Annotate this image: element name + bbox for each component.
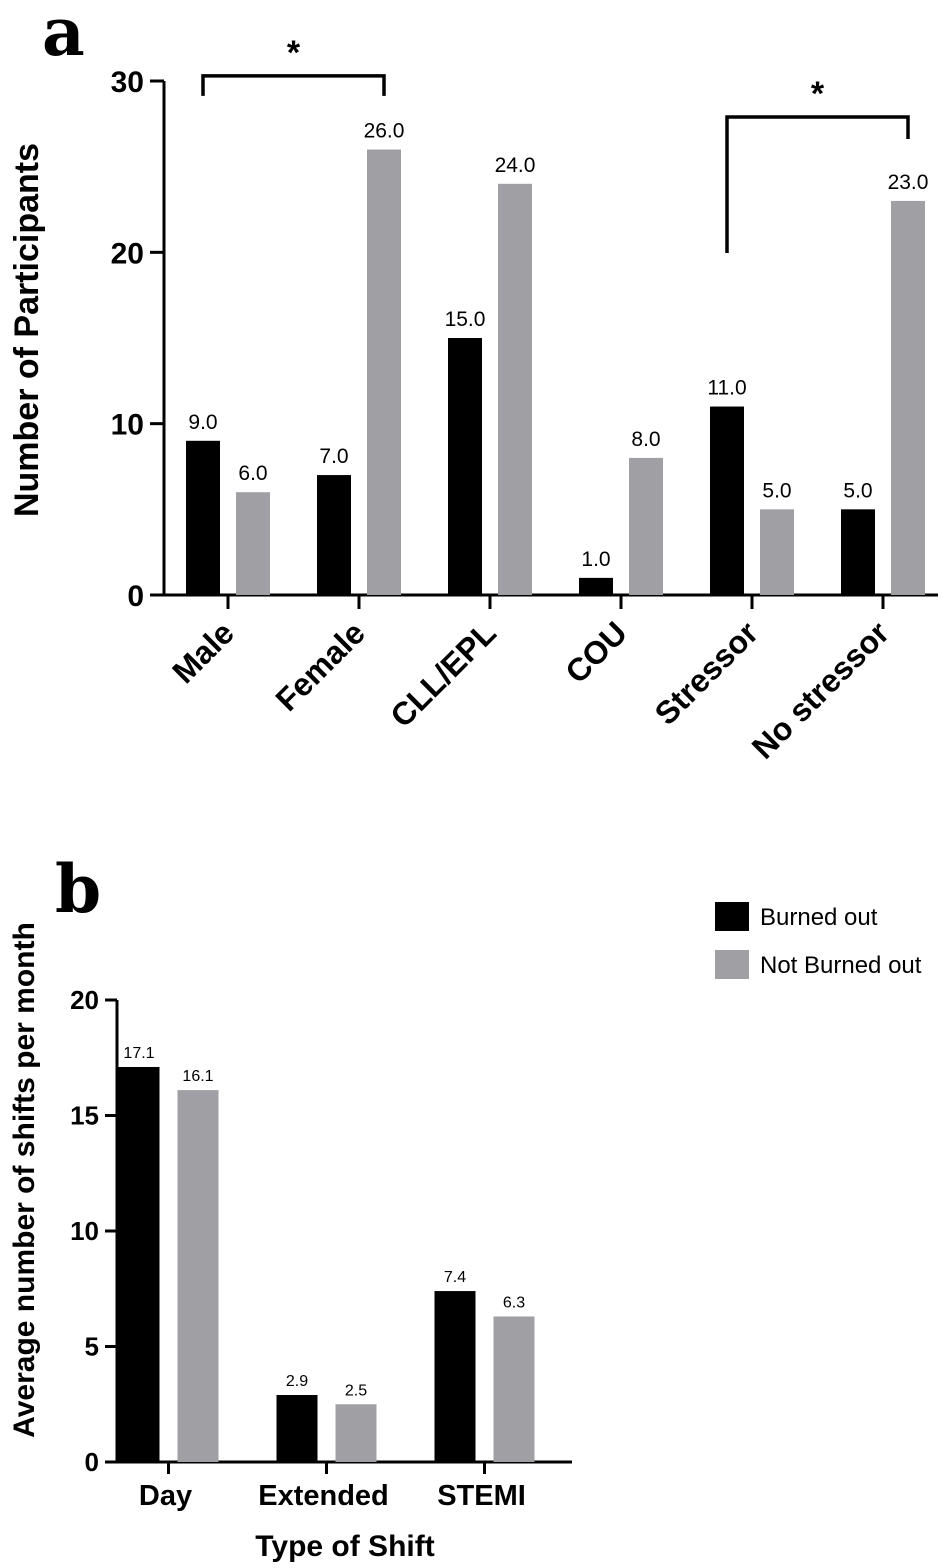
panel-b-data-label: 2.5 bbox=[345, 1382, 367, 1399]
panel-a-data-label: 5.0 bbox=[843, 479, 872, 502]
panel-b-data-label: 17.1 bbox=[123, 1045, 154, 1062]
panel-a-bar bbox=[367, 149, 401, 596]
panel-a-y-tick-label: 30 bbox=[111, 66, 144, 99]
panel-a-data-label: 15.0 bbox=[445, 308, 486, 331]
panel-b-legend-swatch bbox=[715, 950, 749, 979]
panel-a-chart: a Number of Participants 0 10 20 30 9.0 6.0 7… bbox=[8, 0, 938, 766]
panel-b-category-label: STEMI bbox=[437, 1480, 526, 1512]
panel-b-y-tick-label: 15 bbox=[70, 1101, 99, 1131]
panel-b-bar bbox=[493, 1316, 535, 1462]
panel-b-bar bbox=[177, 1090, 219, 1462]
panel-b-legend: Burned out Not Burned out bbox=[715, 902, 922, 979]
panel-a-letter: a bbox=[42, 0, 85, 71]
panel-b-bar bbox=[335, 1404, 377, 1462]
panel-a-data-label: 6.0 bbox=[238, 462, 267, 485]
panel-b-bar bbox=[434, 1291, 476, 1462]
panel-b-x-axis-title: Type of Shift bbox=[255, 1530, 434, 1563]
panel-a-bar bbox=[841, 509, 875, 595]
panel-a-category-label: Female bbox=[269, 614, 372, 717]
panel-b-chart: b Average number of shifts per month Typ… bbox=[8, 850, 922, 1563]
panel-a-category-label: CLL/EPL bbox=[383, 614, 503, 734]
panel-b-y-tick-label: 20 bbox=[70, 985, 99, 1015]
panel-a-data-label: 11.0 bbox=[707, 377, 746, 400]
panel-a-bar bbox=[710, 406, 744, 595]
panel-a-bar bbox=[448, 338, 482, 595]
panel-a-bar bbox=[760, 509, 794, 595]
panel-a-bar bbox=[236, 492, 270, 595]
panel-b-data-label: 7.4 bbox=[444, 1269, 466, 1286]
panel-a-category-label: No stressor bbox=[745, 614, 896, 765]
panel-a-data-label: 23.0 bbox=[888, 171, 929, 194]
panel-b-category-label: Extended bbox=[258, 1480, 389, 1512]
panel-b-category-label: Day bbox=[139, 1480, 192, 1512]
panel-b-legend-swatch bbox=[715, 902, 749, 931]
panel-a-bar bbox=[579, 577, 613, 595]
panel-b-y-tick-label: 0 bbox=[85, 1447, 99, 1477]
panel-b-data-label: 2.9 bbox=[286, 1373, 308, 1390]
panel-b-letter: b bbox=[55, 850, 101, 928]
panel-b-bar bbox=[118, 1066, 160, 1462]
panel-b-y-axis-title: Average number of shifts per month bbox=[8, 922, 41, 1438]
panel-a-data-label: 5.0 bbox=[762, 479, 791, 502]
panel-a-y-tick-label: 20 bbox=[111, 237, 144, 270]
panel-a-y-tick-label: 0 bbox=[127, 580, 144, 613]
panel-a-y-tick-label: 10 bbox=[111, 409, 144, 442]
panel-b-data-label: 6.3 bbox=[503, 1294, 525, 1311]
panel-a-category-label: Stressor bbox=[648, 614, 765, 731]
panel-b-y-tick-label: 10 bbox=[70, 1216, 99, 1246]
panel-a-significance-star: * bbox=[287, 34, 301, 72]
panel-b-data-label: 16.1 bbox=[182, 1068, 213, 1085]
panel-a-data-label: 8.0 bbox=[631, 428, 660, 451]
panel-a-data-label: 9.0 bbox=[188, 411, 217, 434]
panel-a-y-axis-title: Number of Participants bbox=[8, 143, 46, 517]
panel-a-data-label: 7.0 bbox=[319, 445, 348, 468]
panel-b-bar bbox=[276, 1395, 318, 1462]
panel-a-significance-bracket bbox=[725, 115, 910, 253]
panel-a-significance-bracket bbox=[201, 74, 386, 96]
panel-a-significance-star: * bbox=[811, 75, 825, 113]
panel-a-category-label: Male bbox=[165, 614, 241, 690]
panel-a-data-label: 24.0 bbox=[495, 154, 536, 177]
panel-a-bar bbox=[498, 183, 532, 596]
panel-a-category-label: COU bbox=[558, 614, 634, 690]
panel-a-bar bbox=[891, 200, 925, 595]
panel-b-legend-label: Burned out bbox=[760, 904, 878, 931]
panel-b-y-tick-label: 5 bbox=[85, 1332, 99, 1362]
panel-a-data-label: 1.0 bbox=[581, 548, 610, 571]
panel-a-bar bbox=[629, 457, 663, 595]
panel-b-legend-label: Not Burned out bbox=[760, 952, 922, 979]
panel-a-data-label: 26.0 bbox=[364, 120, 405, 143]
panel-a-bar bbox=[317, 475, 351, 595]
panel-a-bar bbox=[186, 440, 220, 595]
